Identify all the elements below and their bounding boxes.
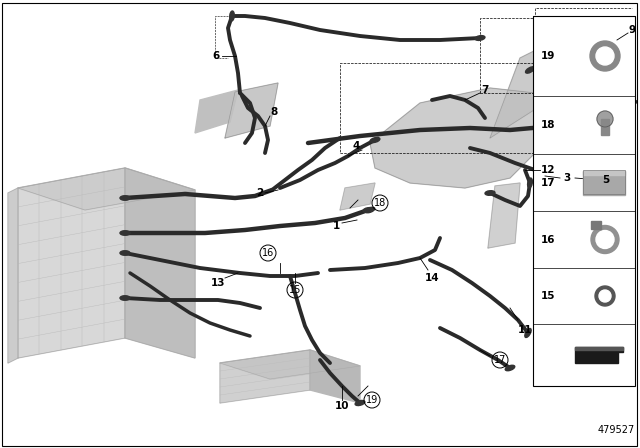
Ellipse shape: [230, 11, 234, 21]
Circle shape: [596, 47, 614, 65]
Polygon shape: [370, 88, 545, 188]
Text: 19: 19: [366, 395, 378, 405]
Polygon shape: [583, 171, 625, 194]
Text: 10: 10: [335, 401, 349, 411]
Circle shape: [597, 111, 613, 127]
Circle shape: [590, 41, 620, 71]
Text: 1: 1: [332, 221, 340, 231]
Ellipse shape: [120, 231, 130, 235]
Text: 14: 14: [425, 273, 439, 283]
Text: 17: 17: [494, 355, 506, 365]
Circle shape: [591, 225, 619, 254]
Polygon shape: [340, 183, 375, 210]
Text: 11: 11: [518, 325, 532, 335]
Polygon shape: [310, 350, 360, 403]
Polygon shape: [195, 90, 238, 133]
Polygon shape: [18, 168, 125, 358]
Text: 15: 15: [541, 291, 556, 301]
Polygon shape: [220, 350, 360, 379]
Text: 7: 7: [481, 85, 489, 95]
Polygon shape: [583, 171, 625, 175]
Text: 3: 3: [563, 173, 571, 183]
Text: 18: 18: [541, 120, 556, 130]
Text: 17: 17: [541, 177, 556, 188]
Text: 12: 12: [541, 165, 556, 175]
Polygon shape: [125, 168, 195, 358]
Bar: [583, 171, 625, 194]
Circle shape: [595, 286, 615, 306]
Ellipse shape: [527, 178, 532, 188]
Ellipse shape: [475, 36, 485, 40]
Ellipse shape: [485, 191, 495, 195]
Text: 2: 2: [257, 188, 264, 198]
Ellipse shape: [525, 328, 531, 337]
Ellipse shape: [570, 176, 580, 180]
Text: 16: 16: [262, 248, 274, 258]
Ellipse shape: [627, 100, 637, 106]
Polygon shape: [8, 188, 18, 363]
Circle shape: [596, 231, 614, 249]
Ellipse shape: [120, 296, 130, 300]
Ellipse shape: [363, 207, 373, 212]
Ellipse shape: [355, 401, 365, 405]
Text: 16: 16: [541, 234, 556, 245]
Text: 18: 18: [374, 198, 386, 208]
Text: 479527: 479527: [598, 425, 635, 435]
Bar: [591, 221, 601, 229]
Bar: [340, 63, 550, 153]
Polygon shape: [575, 347, 623, 363]
Text: 13: 13: [211, 278, 225, 288]
Polygon shape: [490, 33, 595, 138]
Ellipse shape: [505, 365, 515, 370]
Text: 5: 5: [602, 175, 610, 185]
Ellipse shape: [120, 196, 130, 200]
Ellipse shape: [365, 207, 375, 213]
Text: 4: 4: [352, 141, 360, 151]
Ellipse shape: [370, 138, 380, 142]
Polygon shape: [225, 83, 278, 138]
Text: 6: 6: [212, 51, 220, 61]
Polygon shape: [488, 183, 520, 248]
Polygon shape: [601, 119, 609, 135]
Circle shape: [599, 290, 611, 302]
Bar: [533, 16, 635, 386]
Text: 9: 9: [628, 25, 636, 35]
Polygon shape: [220, 350, 310, 403]
Ellipse shape: [120, 251, 130, 255]
Bar: [480, 18, 605, 93]
Polygon shape: [18, 168, 195, 210]
Ellipse shape: [525, 67, 534, 73]
Polygon shape: [575, 347, 623, 350]
Text: 15: 15: [289, 285, 301, 295]
Text: 19: 19: [541, 51, 556, 61]
Text: 8: 8: [270, 107, 278, 117]
